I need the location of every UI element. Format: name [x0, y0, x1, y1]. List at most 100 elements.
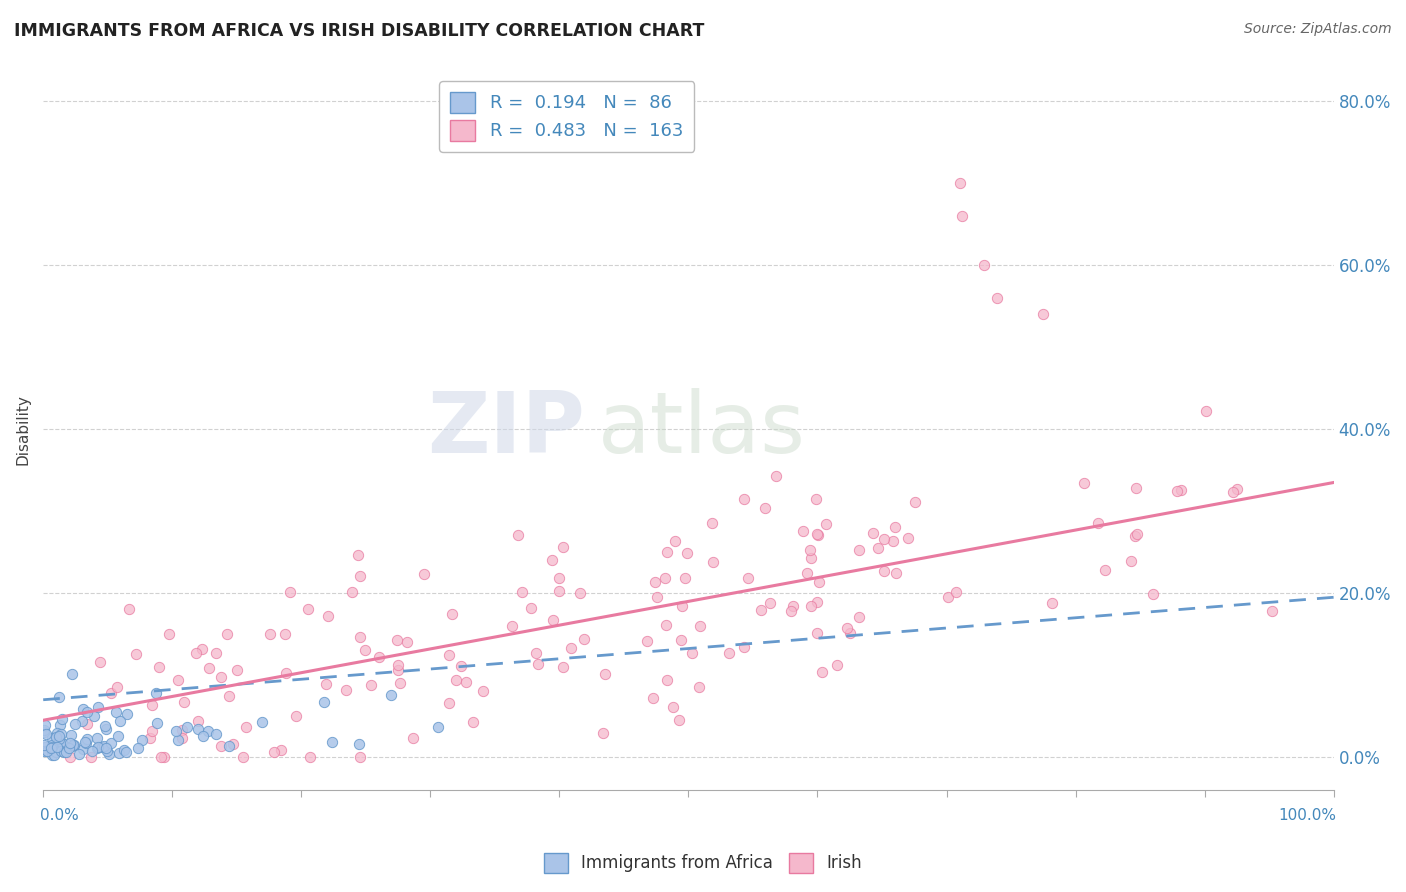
Point: [835, 621, 858, 635]
Point: [141, 698, 163, 713]
Point: [655, 617, 678, 632]
Point: [872, 532, 894, 546]
Point: [758, 596, 780, 610]
Point: [1226, 482, 1249, 496]
Point: [349, 569, 371, 583]
Point: [45, 731, 67, 745]
Point: [1142, 587, 1164, 601]
Text: IMMIGRANTS FROM AFRICA VS IRISH DISABILITY CORRELATION CHART: IMMIGRANTS FROM AFRICA VS IRISH DISABILI…: [14, 22, 704, 40]
Point: [191, 641, 214, 656]
Point: [97, 747, 120, 761]
Point: [520, 601, 543, 615]
Point: [524, 646, 547, 660]
Point: [186, 646, 208, 660]
Point: [349, 750, 371, 764]
Legend: Immigrants from Africa, Irish: Immigrants from Africa, Irish: [537, 847, 869, 880]
Point: [804, 491, 827, 506]
Legend: R =  0.194   N =  86, R =  0.483   N =  163: R = 0.194 N = 86, R = 0.483 N = 163: [439, 81, 695, 152]
Point: [396, 635, 419, 649]
Point: [108, 714, 131, 728]
Point: [49, 726, 72, 740]
Point: [87, 699, 110, 714]
Point: [37, 744, 59, 758]
Point: [668, 713, 690, 727]
Point: [312, 695, 335, 709]
Point: [439, 696, 461, 710]
Point: [1166, 483, 1188, 498]
Point: [1123, 529, 1146, 543]
Point: [568, 585, 591, 599]
Point: [973, 258, 995, 272]
Point: [441, 607, 464, 621]
Point: [765, 468, 787, 483]
Point: [682, 646, 704, 660]
Point: [884, 566, 907, 580]
Point: [814, 516, 837, 531]
Point: [952, 209, 974, 223]
Point: [131, 732, 153, 747]
Point: [1170, 483, 1192, 497]
Point: [176, 720, 198, 734]
Point: [702, 556, 724, 570]
Point: [450, 658, 472, 673]
Point: [52, 737, 75, 751]
Point: [508, 527, 530, 541]
Point: [718, 646, 741, 660]
Point: [41, 731, 63, 745]
Point: [657, 673, 679, 687]
Point: [547, 571, 569, 585]
Point: [34, 718, 56, 732]
Point: [882, 533, 904, 548]
Point: [48, 717, 70, 731]
Point: [105, 680, 128, 694]
Point: [688, 680, 710, 694]
Text: 0.0%: 0.0%: [41, 808, 79, 823]
Point: [218, 739, 240, 753]
Point: [146, 715, 169, 730]
Point: [159, 627, 181, 641]
Point: [93, 739, 115, 754]
Text: Source: ZipAtlas.com: Source: ZipAtlas.com: [1244, 22, 1392, 37]
Point: [165, 723, 187, 738]
Point: [187, 723, 209, 737]
Point: [67, 747, 90, 762]
Point: [541, 613, 564, 627]
Point: [62, 738, 84, 752]
Point: [862, 526, 884, 541]
Point: [274, 626, 297, 640]
Point: [55, 745, 77, 759]
Point: [636, 634, 658, 648]
Point: [547, 583, 569, 598]
Point: [76, 717, 98, 731]
Point: [800, 550, 823, 565]
Point: [780, 604, 803, 618]
Point: [235, 720, 257, 734]
Point: [553, 660, 575, 674]
Point: [270, 743, 292, 757]
Point: [63, 716, 86, 731]
Point: [100, 686, 122, 700]
Point: [150, 750, 173, 764]
Point: [1195, 403, 1218, 417]
Point: [592, 725, 614, 739]
Point: [353, 643, 375, 657]
Point: [75, 734, 97, 748]
Point: [1125, 481, 1147, 495]
Point: [112, 742, 135, 756]
Point: [315, 677, 337, 691]
Point: [232, 750, 254, 764]
Point: [60, 666, 83, 681]
Point: [883, 520, 905, 534]
Point: [347, 737, 370, 751]
Point: [221, 737, 243, 751]
Point: [89, 655, 111, 669]
Point: [86, 731, 108, 745]
Point: [657, 545, 679, 559]
Point: [34, 740, 56, 755]
Point: [70, 714, 93, 728]
Point: [792, 524, 814, 538]
Point: [100, 736, 122, 750]
Point: [32, 723, 55, 738]
Point: [806, 526, 828, 541]
Point: [360, 678, 382, 692]
